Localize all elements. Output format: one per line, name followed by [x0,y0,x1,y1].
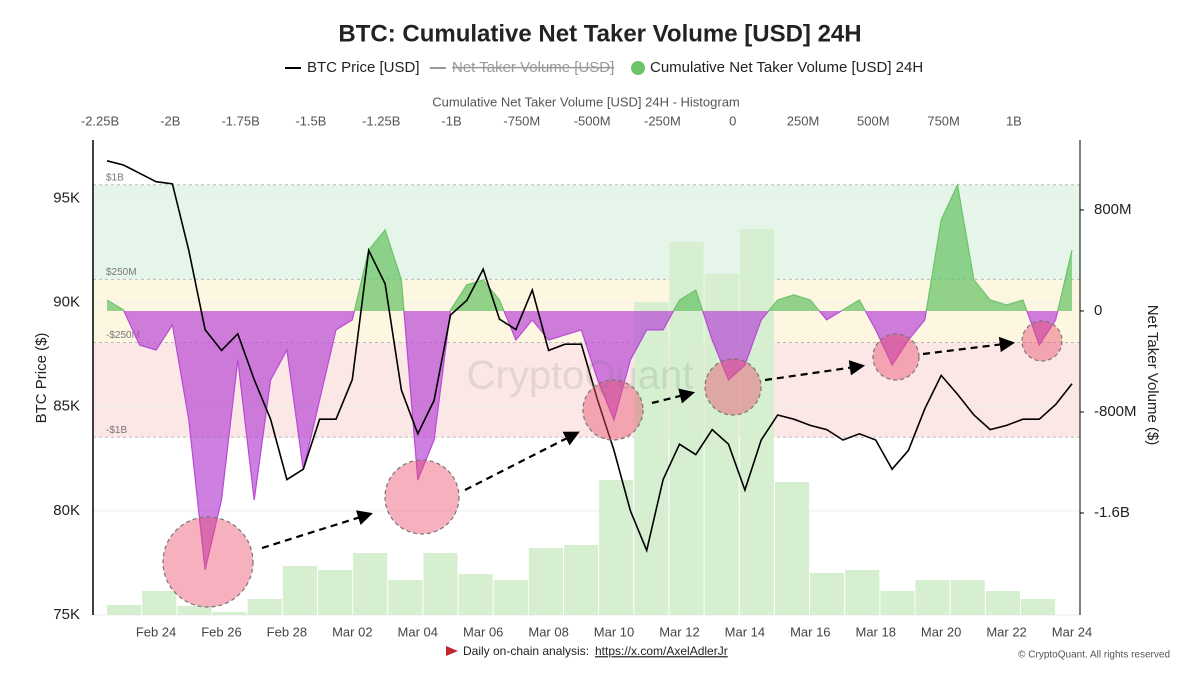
y-tick-label: 90K [53,293,80,310]
histogram-bar [317,570,353,615]
y2-tick-label: -1.6B [1094,504,1130,521]
histogram-bar [774,482,810,615]
legend-swatch[interactable] [631,61,645,75]
top-tick-label: 0 [729,113,736,128]
flag-icon [446,646,458,656]
x-tick-label: Feb 28 [267,624,307,639]
level-label: $250M [106,267,137,278]
histogram-bar [915,580,950,615]
histogram-bar [564,545,599,615]
x-tick-label: Mar 12 [659,624,699,639]
trend-arrow [651,388,695,405]
histogram-bar [493,580,528,615]
highlight-circle [704,358,762,416]
x-tick-label: Mar 22 [986,624,1026,639]
top-tick-label: -750M [503,113,540,128]
level-label: $1B [106,172,124,183]
x-tick-label: Mar 10 [594,624,634,639]
axes: 75K 80K 85K 90K 95K -1.6B -800M 0 800M -2.25B -2B -… [53,59,1136,639]
histogram-bar [107,605,142,615]
y-tick-label: 95K [53,189,80,206]
x-tick-label: Mar 20 [921,624,961,639]
top-tick-label: -250M [644,113,681,128]
top-tick-label: -500M [574,113,611,128]
histogram-bar [634,302,669,615]
histogram-bar [880,591,915,615]
y-axis-title: BTC Price ($) [33,333,50,424]
top-tick-label: 500M [857,113,890,128]
histogram-bar [177,606,212,615]
trend-arrow [922,336,1016,356]
histogram-bar [985,591,1020,615]
x-tick-label: Feb 24 [136,624,176,639]
x-tick-label: Mar 02 [332,624,372,639]
trend-arrow [261,510,373,550]
histogram-bar [388,580,423,615]
histogram-bar [142,591,177,615]
histogram-bar [950,580,985,615]
data-layer [106,160,1073,615]
area-positive [107,184,1072,311]
level-label: -$1B [106,425,127,436]
histogram-bar [1020,599,1056,615]
copyright: © CryptoQuant. All rights reserved [1018,650,1170,661]
footer-text: Daily on-chain analysis: [463,644,589,658]
top-axis-title: Cumulative Net Taker Volume [USD] 24H - … [432,94,740,109]
trend-arrow [464,431,580,491]
histogram-bar [739,229,774,615]
histogram-bar [247,599,282,615]
annotations [162,320,1063,608]
y-tick-label: 80K [53,502,80,519]
top-tick-label: 250M [787,113,820,128]
watermark: CryptoQuant [467,354,694,398]
x-tick-label: Mar 16 [790,624,830,639]
trend-arrow [764,360,866,382]
zone-band [93,184,1080,280]
area-negative [107,310,1072,570]
x-tick-label: Mar 08 [528,624,568,639]
histogram-bar [458,574,493,615]
highlight-circle [872,333,920,381]
histogram-bar [810,573,845,615]
histogram-bar [423,553,458,615]
x-tick-label: Mar 06 [463,624,503,639]
y-tick-label: 75K [53,606,80,623]
legend-label[interactable]: BTC Price [USD] [307,59,420,76]
area-edge-negative [123,310,1059,571]
level-label: -$250M [106,330,140,341]
highlight-circle [162,516,254,608]
histogram-bar [212,612,247,615]
top-tick-label: 750M [927,113,960,128]
legend-label[interactable]: Cumulative Net Taker Volume [USD] 24H [650,59,923,76]
histogram-bar [528,548,564,615]
price-line [106,160,1073,554]
highlight-circle [384,459,460,535]
x-tick-label: Feb 26 [201,624,241,639]
top-tick-label: -1B [441,113,461,128]
x-tick-label: Mar 04 [398,624,438,639]
histogram-bar [282,566,317,615]
highlight-circle [582,379,644,441]
legend-label[interactable]: Net Taker Volume [USD] [452,59,614,76]
top-tick-label: -1.75B [221,113,259,128]
histogram-bar [353,553,388,615]
top-tick-label: 1B [1006,113,1022,128]
top-tick-label: -2B [160,113,180,128]
y2-axis-title: Net Taker Volume ($) [1144,305,1161,446]
highlight-circle [1021,320,1063,362]
histogram-bar [845,570,880,615]
footer-link[interactable]: https://x.com/AxelAdlerJr [595,644,728,658]
chart-title: BTC: Cumulative Net Taker Volume [USD] 2… [338,20,861,47]
y2-tick-label: -800M [1094,403,1137,420]
top-tick-label: -1.25B [362,113,400,128]
y-tick-label: 85K [53,398,80,415]
top-tick-label: -1.5B [295,113,326,128]
top-tick-label: -2.25B [81,113,119,128]
x-tick-label: Mar 18 [855,624,895,639]
y2-tick-label: 0 [1094,302,1102,319]
x-tick-label: Mar 24 [1052,624,1092,639]
x-tick-label: Mar 14 [725,624,765,639]
y2-tick-label: 800M [1094,201,1132,218]
